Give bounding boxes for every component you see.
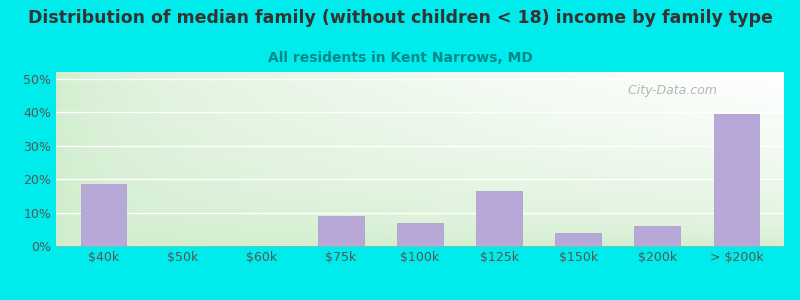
Text: All residents in Kent Narrows, MD: All residents in Kent Narrows, MD [267, 51, 533, 65]
Bar [81, 184, 126, 246]
Bar [476, 191, 522, 246]
Text: City-Data.com: City-Data.com [624, 84, 717, 97]
Bar [555, 232, 602, 246]
Bar [634, 226, 680, 246]
Bar [318, 216, 364, 246]
Bar [714, 114, 759, 246]
Text: Distribution of median family (without children < 18) income by family type: Distribution of median family (without c… [27, 9, 773, 27]
Bar [397, 223, 443, 246]
